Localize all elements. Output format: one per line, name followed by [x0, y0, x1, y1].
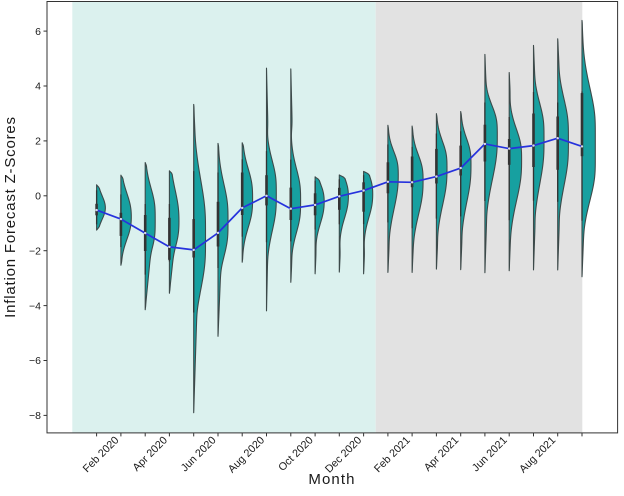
svg-text:2: 2 [35, 136, 41, 148]
svg-text:−4: −4 [29, 300, 41, 312]
svg-text:−8: −8 [29, 410, 41, 422]
svg-text:−2: −2 [29, 245, 41, 257]
svg-text:0: 0 [35, 191, 41, 203]
svg-text:Inflation Forecast Z-Scores: Inflation Forecast Z-Scores [2, 116, 19, 318]
svg-text:4: 4 [35, 81, 41, 93]
svg-text:6: 6 [35, 26, 41, 38]
svg-text:−6: −6 [29, 355, 41, 367]
svg-text:Month: Month [308, 471, 355, 488]
